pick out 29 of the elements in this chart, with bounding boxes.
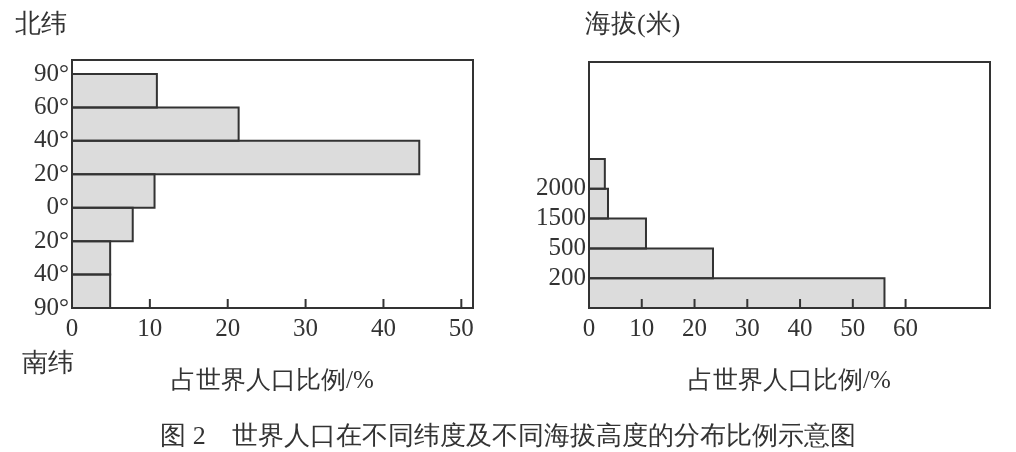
text: 40° <box>34 125 69 153</box>
x-tick-label: 60 <box>893 313 919 341</box>
x-tick-label: 40 <box>370 313 396 341</box>
text: 20° <box>34 158 69 186</box>
text: 1500 <box>536 203 586 231</box>
x-tick-label: 50 <box>840 313 866 341</box>
y-axis-title: 北纬 <box>15 8 67 38</box>
text: 2000 <box>536 173 586 201</box>
text: 500 <box>548 232 586 260</box>
text: 40° <box>34 259 69 287</box>
x-axis-title: 占世界人口比例/% <box>688 365 891 393</box>
x-tick-label: 30 <box>293 313 319 341</box>
text: 图 2 世界人口在不同纬度及不同海拔高度的分布比例示意图 <box>159 420 857 452</box>
x-tick-label: 0 <box>582 313 596 341</box>
text: 90° <box>34 58 69 86</box>
x-tick-label: 10 <box>629 313 655 341</box>
text: 60° <box>34 91 69 119</box>
x-tick-label: 20 <box>682 313 708 341</box>
y-axis-title: 海拔(米) <box>585 8 681 38</box>
x-tick-label: 50 <box>448 313 474 341</box>
x-tick-label: 20 <box>215 313 241 341</box>
text: 南纬 <box>22 347 74 379</box>
text: 20° <box>34 225 69 253</box>
x-tick-label: 30 <box>734 313 760 341</box>
text: 200 <box>548 262 586 290</box>
text: 0° <box>46 192 69 220</box>
x-tick-label: 40 <box>787 313 813 341</box>
x-tick-label: 10 <box>137 313 163 341</box>
x-axis-title: 占世界人口比例/% <box>171 365 374 393</box>
